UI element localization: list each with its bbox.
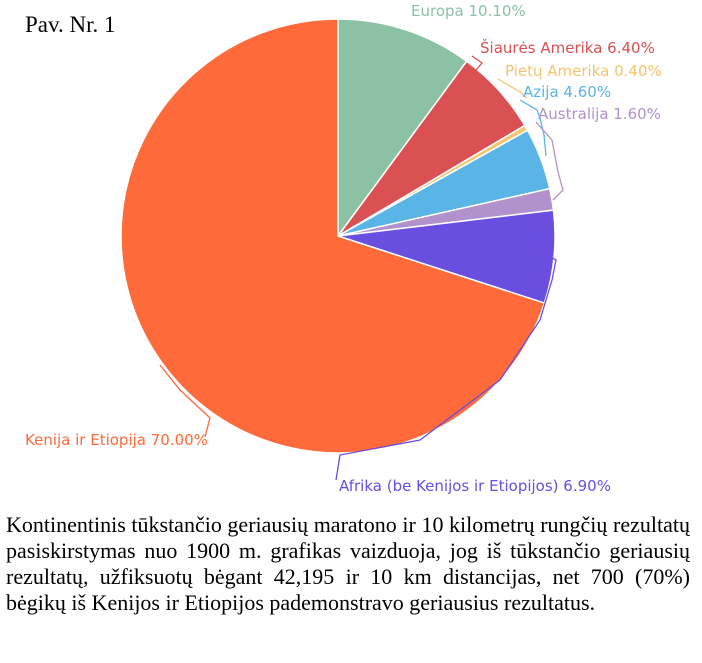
leader-lines bbox=[159, 55, 564, 481]
pie-slice-kenija-ir-etiopija bbox=[120, 18, 546, 454]
leader-line-pietu-amerika bbox=[497, 78, 528, 99]
pie-slice-europa bbox=[337, 18, 468, 239]
leader-line-siaures-amerika bbox=[471, 55, 483, 71]
leader-line-australija bbox=[535, 121, 564, 201]
pie-chart: Europa 10.10% Šiaurės Amerika 6.40% Pietų … bbox=[25, 2, 662, 495]
slice-label-pietu-amerika: Pietų Amerika 0.40% bbox=[505, 62, 662, 80]
leader-line-kenija-ir-etiopija bbox=[159, 364, 211, 438]
figure-caption: Kontinentinis tūkstančio geriausių marat… bbox=[6, 512, 690, 615]
slice-label-siaures-amerika: Šiaurės Amerika 6.40% bbox=[480, 38, 655, 57]
leader-line-afrika-be-kenijos-ir-etiopijos bbox=[335, 257, 557, 481]
figure-label: Pav. Nr. 1 bbox=[25, 12, 116, 37]
slice-label-azija: Azija 4.60% bbox=[523, 83, 611, 101]
slice-label-australija: Australija 1.60% bbox=[538, 105, 661, 123]
slice-label-europa: Europa 10.10% bbox=[411, 2, 526, 20]
slice-label-kenija-ir-etiopija: Kenija ir Etiopija 70.00% bbox=[25, 431, 208, 449]
slice-label-afrika-be-kenijos-ir-etiopijos: Afrika (be Kenijos ir Etiopijos) 6.90% bbox=[339, 477, 611, 495]
leader-line-azija bbox=[519, 99, 547, 157]
slice-labels: Europa 10.10% Šiaurės Amerika 6.40% Pietų … bbox=[25, 2, 662, 495]
pie-slices bbox=[120, 18, 556, 454]
